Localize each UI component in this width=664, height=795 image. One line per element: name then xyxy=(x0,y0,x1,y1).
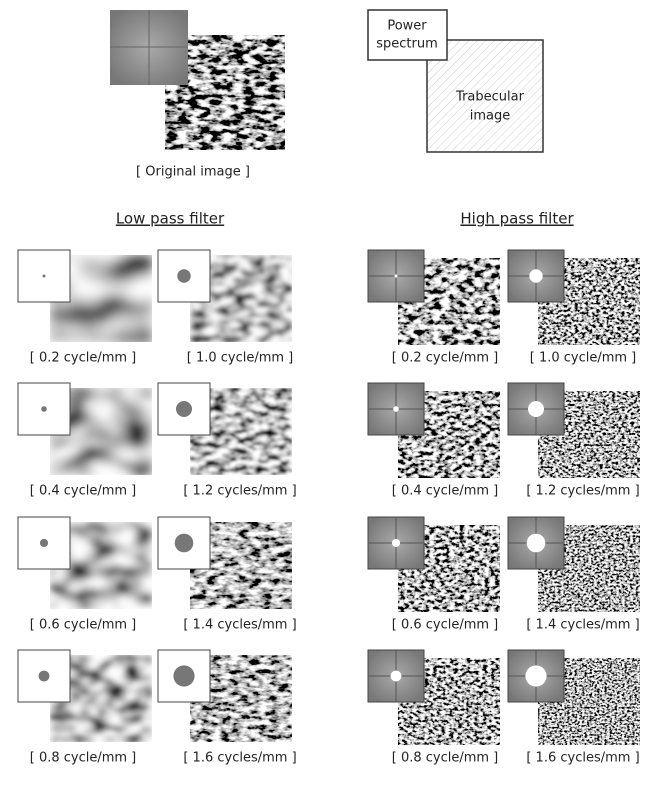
panel-label: [ 1.2 cycles/mm ] xyxy=(526,484,639,499)
section-title: Low pass filter xyxy=(116,210,225,228)
panel-label: [ 0.4 cycle/mm ] xyxy=(392,484,499,499)
filter-pass-region xyxy=(175,534,194,553)
panel-label: [ 1.6 cycles/mm ] xyxy=(526,751,639,766)
panel-label: [ 1.6 cycles/mm ] xyxy=(183,751,296,766)
filter-stop-region xyxy=(525,665,546,686)
legend-text: spectrum xyxy=(376,37,438,52)
filter-pass-region xyxy=(41,406,47,412)
legend-spectrum-box xyxy=(368,10,447,60)
filter-stop-region xyxy=(528,401,544,417)
legend-text: Trabecular xyxy=(455,90,525,105)
filter-stop-region xyxy=(392,539,400,547)
panel-label: [ 1.0 cycle/mm ] xyxy=(187,351,294,366)
panel-label: [ 0.2 cycle/mm ] xyxy=(30,351,137,366)
panel-label: [ 1.4 cycles/mm ] xyxy=(526,618,639,633)
filter-stop-region xyxy=(527,534,546,553)
panel-label: [ 0.8 cycle/mm ] xyxy=(30,751,137,766)
original-label: [ Original image ] xyxy=(136,165,250,180)
section-title: High pass filter xyxy=(460,210,574,228)
filter-pass-region xyxy=(40,539,48,547)
filter-pass-region xyxy=(43,275,46,278)
panel-label: [ 0.6 cycle/mm ] xyxy=(30,618,137,633)
panel-label: [ 1.2 cycles/mm ] xyxy=(183,484,296,499)
filter-stop-region xyxy=(391,671,402,682)
filter-stop-region xyxy=(529,269,542,282)
legend-text: image xyxy=(470,109,511,124)
filter-stop-region xyxy=(395,275,398,278)
filter-stop-region xyxy=(393,406,399,412)
legend-text: Power xyxy=(387,19,427,34)
filter-pass-region xyxy=(39,671,50,682)
filter-pass-region xyxy=(176,401,192,417)
panel-label: [ 0.6 cycle/mm ] xyxy=(392,618,499,633)
panel-label: [ 1.4 cycles/mm ] xyxy=(183,618,296,633)
figure: [ Original image ] Power spectrum Trabec… xyxy=(0,0,664,795)
filter-pass-region xyxy=(177,269,190,282)
panel-label: [ 0.8 cycle/mm ] xyxy=(392,751,499,766)
panel-label: [ 1.0 cycle/mm ] xyxy=(530,351,637,366)
panel-label: [ 0.2 cycle/mm ] xyxy=(392,351,499,366)
panel-label: [ 0.4 cycle/mm ] xyxy=(30,484,137,499)
filter-pass-region xyxy=(173,665,194,686)
